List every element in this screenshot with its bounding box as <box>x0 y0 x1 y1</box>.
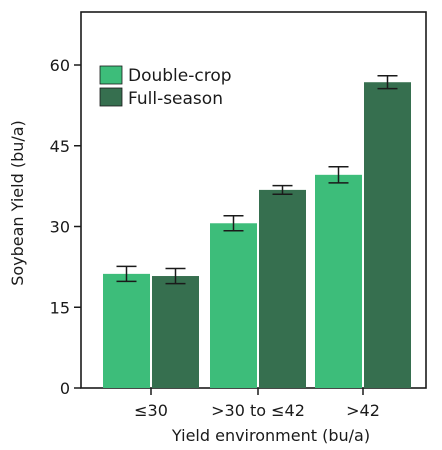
error-bar-double-crop <box>223 214 244 232</box>
x-tick-label: ≤30 <box>134 401 168 420</box>
error-bar-full-season <box>165 267 186 285</box>
x-axis: ≤30 >30 to ≤42 >42 <box>134 388 380 420</box>
y-tick-label: 0 <box>60 379 70 398</box>
bar-full-season <box>152 276 199 388</box>
legend-label-full-season: Full-season <box>128 89 223 109</box>
error-bar-full-season <box>272 184 293 195</box>
error-bar-double-crop <box>328 165 349 184</box>
legend-swatch-double-crop <box>99 65 123 85</box>
y-tick-label: 30 <box>50 218 70 237</box>
legend-swatch-full-season <box>99 87 123 107</box>
y-tick-label: 15 <box>50 298 70 317</box>
y-tick-label: 45 <box>50 137 70 156</box>
x-tick-label: >42 <box>346 401 380 420</box>
legend: Double-crop Full-season <box>99 65 232 109</box>
bar-double-crop <box>210 223 257 388</box>
x-axis-label: Yield environment (bu/a) <box>171 426 370 445</box>
bars <box>103 75 411 388</box>
bar-double-crop <box>315 174 362 388</box>
bar-full-season <box>364 82 411 388</box>
error-bar-double-crop <box>116 265 137 283</box>
error-bar-full-season <box>377 75 398 90</box>
y-tick-label: 60 <box>50 56 70 75</box>
y-axis: 0 15 30 45 60 <box>50 56 81 398</box>
bar-double-crop <box>103 273 150 388</box>
y-axis-label: Soybean Yield (bu/a) <box>8 120 27 286</box>
x-tick-label: >30 to ≤42 <box>211 401 305 420</box>
legend-label-double-crop: Double-crop <box>128 66 232 86</box>
bar-full-season <box>259 189 306 388</box>
